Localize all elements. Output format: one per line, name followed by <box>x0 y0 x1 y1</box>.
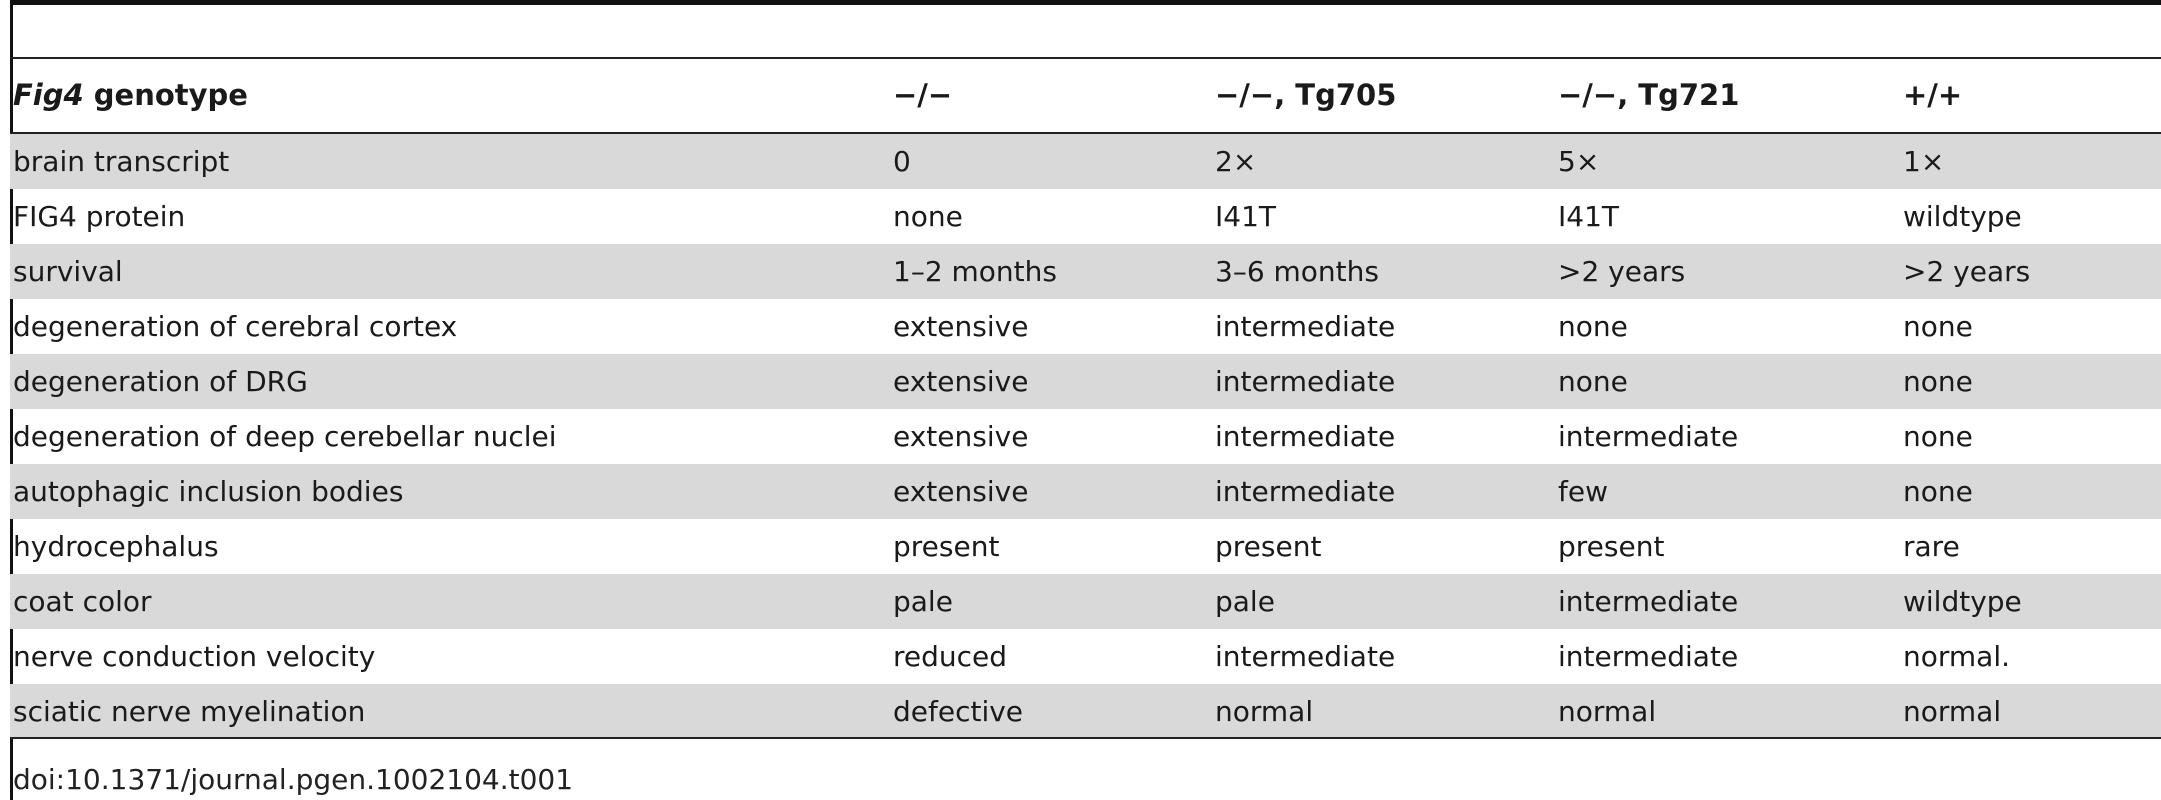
cell-tg705: 3–6 months <box>1215 255 1379 288</box>
cell-ko: reduced <box>893 640 1008 673</box>
top-border-rule <box>10 0 2161 5</box>
cell-wt: wildtype <box>1903 200 2022 233</box>
cell-tg705: I41T <box>1215 200 1276 233</box>
cell-tg721: normal <box>1558 695 1657 728</box>
cell-tg721: intermediate <box>1558 420 1739 453</box>
header-col-tg705: −/−, Tg705 <box>1215 78 1397 112</box>
table-row: degeneration of DRG extensive intermediate… <box>10 354 2161 409</box>
cell-wt: none <box>1903 365 1973 398</box>
cell-ko: extensive <box>893 475 1029 508</box>
table-row: degeneration of deep cerebellar nuclei ex… <box>10 409 2161 464</box>
table-body: brain transcript 0 2× 5× 1× FIG4 protein none I… <box>10 134 2161 739</box>
row-label: autophagic inclusion bodies <box>13 475 404 508</box>
row-label: survival <box>13 255 123 288</box>
cell-tg721: 5× <box>1558 145 1600 178</box>
cell-ko: none <box>893 200 963 233</box>
table-row: nerve conduction velocity reduced intermed… <box>10 629 2161 684</box>
cell-wt: none <box>1903 475 1973 508</box>
cell-tg721: intermediate <box>1558 585 1739 618</box>
cell-ko: 0 <box>893 145 911 178</box>
cell-tg721: none <box>1558 365 1628 398</box>
cell-tg705: intermediate <box>1215 365 1396 398</box>
cell-tg721: intermediate <box>1558 640 1739 673</box>
cell-tg721: present <box>1558 530 1665 563</box>
cell-wt: 1× <box>1903 145 1945 178</box>
cell-wt: none <box>1903 420 1973 453</box>
cell-ko: 1–2 months <box>893 255 1057 288</box>
header-col-tg721: −/−, Tg721 <box>1558 78 1740 112</box>
cell-wt: >2 years <box>1903 255 2031 288</box>
cell-ko: extensive <box>893 420 1029 453</box>
cell-tg705: intermediate <box>1215 310 1396 343</box>
cell-tg705: normal <box>1215 695 1314 728</box>
doi-footnote: doi:10.1371/journal.pgen.1002104.t001 <box>13 763 574 796</box>
cell-wt: rare <box>1903 530 1960 563</box>
row-label: degeneration of deep cerebellar nuclei <box>13 420 557 453</box>
cell-tg705: 2× <box>1215 145 1257 178</box>
table-top-rule <box>10 57 2161 59</box>
cell-tg705: intermediate <box>1215 420 1396 453</box>
table-row: survival 1–2 months 3–6 months >2 years >2 y… <box>10 244 2161 299</box>
table-bottom-rule <box>10 737 2161 739</box>
cell-wt: normal <box>1903 695 2002 728</box>
cell-ko: pale <box>893 585 953 618</box>
table-header-row: Fig4 genotype −/− −/−, Tg705 −/−, Tg721 … <box>10 59 2161 134</box>
row-label: coat color <box>13 585 152 618</box>
cell-ko: present <box>893 530 1000 563</box>
header-col-wt: +/+ <box>1903 78 1963 112</box>
cell-tg721: >2 years <box>1558 255 1686 288</box>
genotype-phenotype-table: Fig4 genotype −/− −/−, Tg705 −/−, Tg721 … <box>10 59 2161 739</box>
row-label: brain transcript <box>13 145 230 178</box>
cell-ko: extensive <box>893 365 1029 398</box>
cell-tg705: pale <box>1215 585 1275 618</box>
row-label: degeneration of cerebral cortex <box>13 310 458 343</box>
cell-wt: normal. <box>1903 640 2011 673</box>
cell-tg721: few <box>1558 475 1608 508</box>
header-gene-name: Fig4 <box>13 78 84 112</box>
header-genotype-label: genotype <box>83 78 248 112</box>
cell-ko: defective <box>893 695 1024 728</box>
cell-wt: none <box>1903 310 1973 343</box>
cell-ko: extensive <box>893 310 1029 343</box>
table-row: sciatic nerve myelination defective normal… <box>10 684 2161 739</box>
cell-tg705: intermediate <box>1215 640 1396 673</box>
header-genotype: Fig4 genotype <box>13 59 248 132</box>
row-label: hydrocephalus <box>13 530 219 563</box>
row-label: nerve conduction velocity <box>13 640 376 673</box>
cell-tg705: present <box>1215 530 1322 563</box>
cell-tg721: I41T <box>1558 200 1619 233</box>
row-label: sciatic nerve myelination <box>13 695 366 728</box>
table-row: autophagic inclusion bodies extensive inte… <box>10 464 2161 519</box>
header-col-ko: −/− <box>893 78 953 112</box>
cell-tg721: none <box>1558 310 1628 343</box>
table-row: coat color pale pale intermediate wildtype <box>10 574 2161 629</box>
table-row: brain transcript 0 2× 5× 1× <box>10 134 2161 189</box>
table-row: hydrocephalus present present present rare <box>10 519 2161 574</box>
table-row: degeneration of cerebral cortex extensive… <box>10 299 2161 354</box>
table-row: FIG4 protein none I41T I41T wildtype <box>10 189 2161 244</box>
row-label: FIG4 protein <box>13 200 186 233</box>
row-label: degeneration of DRG <box>13 365 308 398</box>
cell-wt: wildtype <box>1903 585 2022 618</box>
cell-tg705: intermediate <box>1215 475 1396 508</box>
